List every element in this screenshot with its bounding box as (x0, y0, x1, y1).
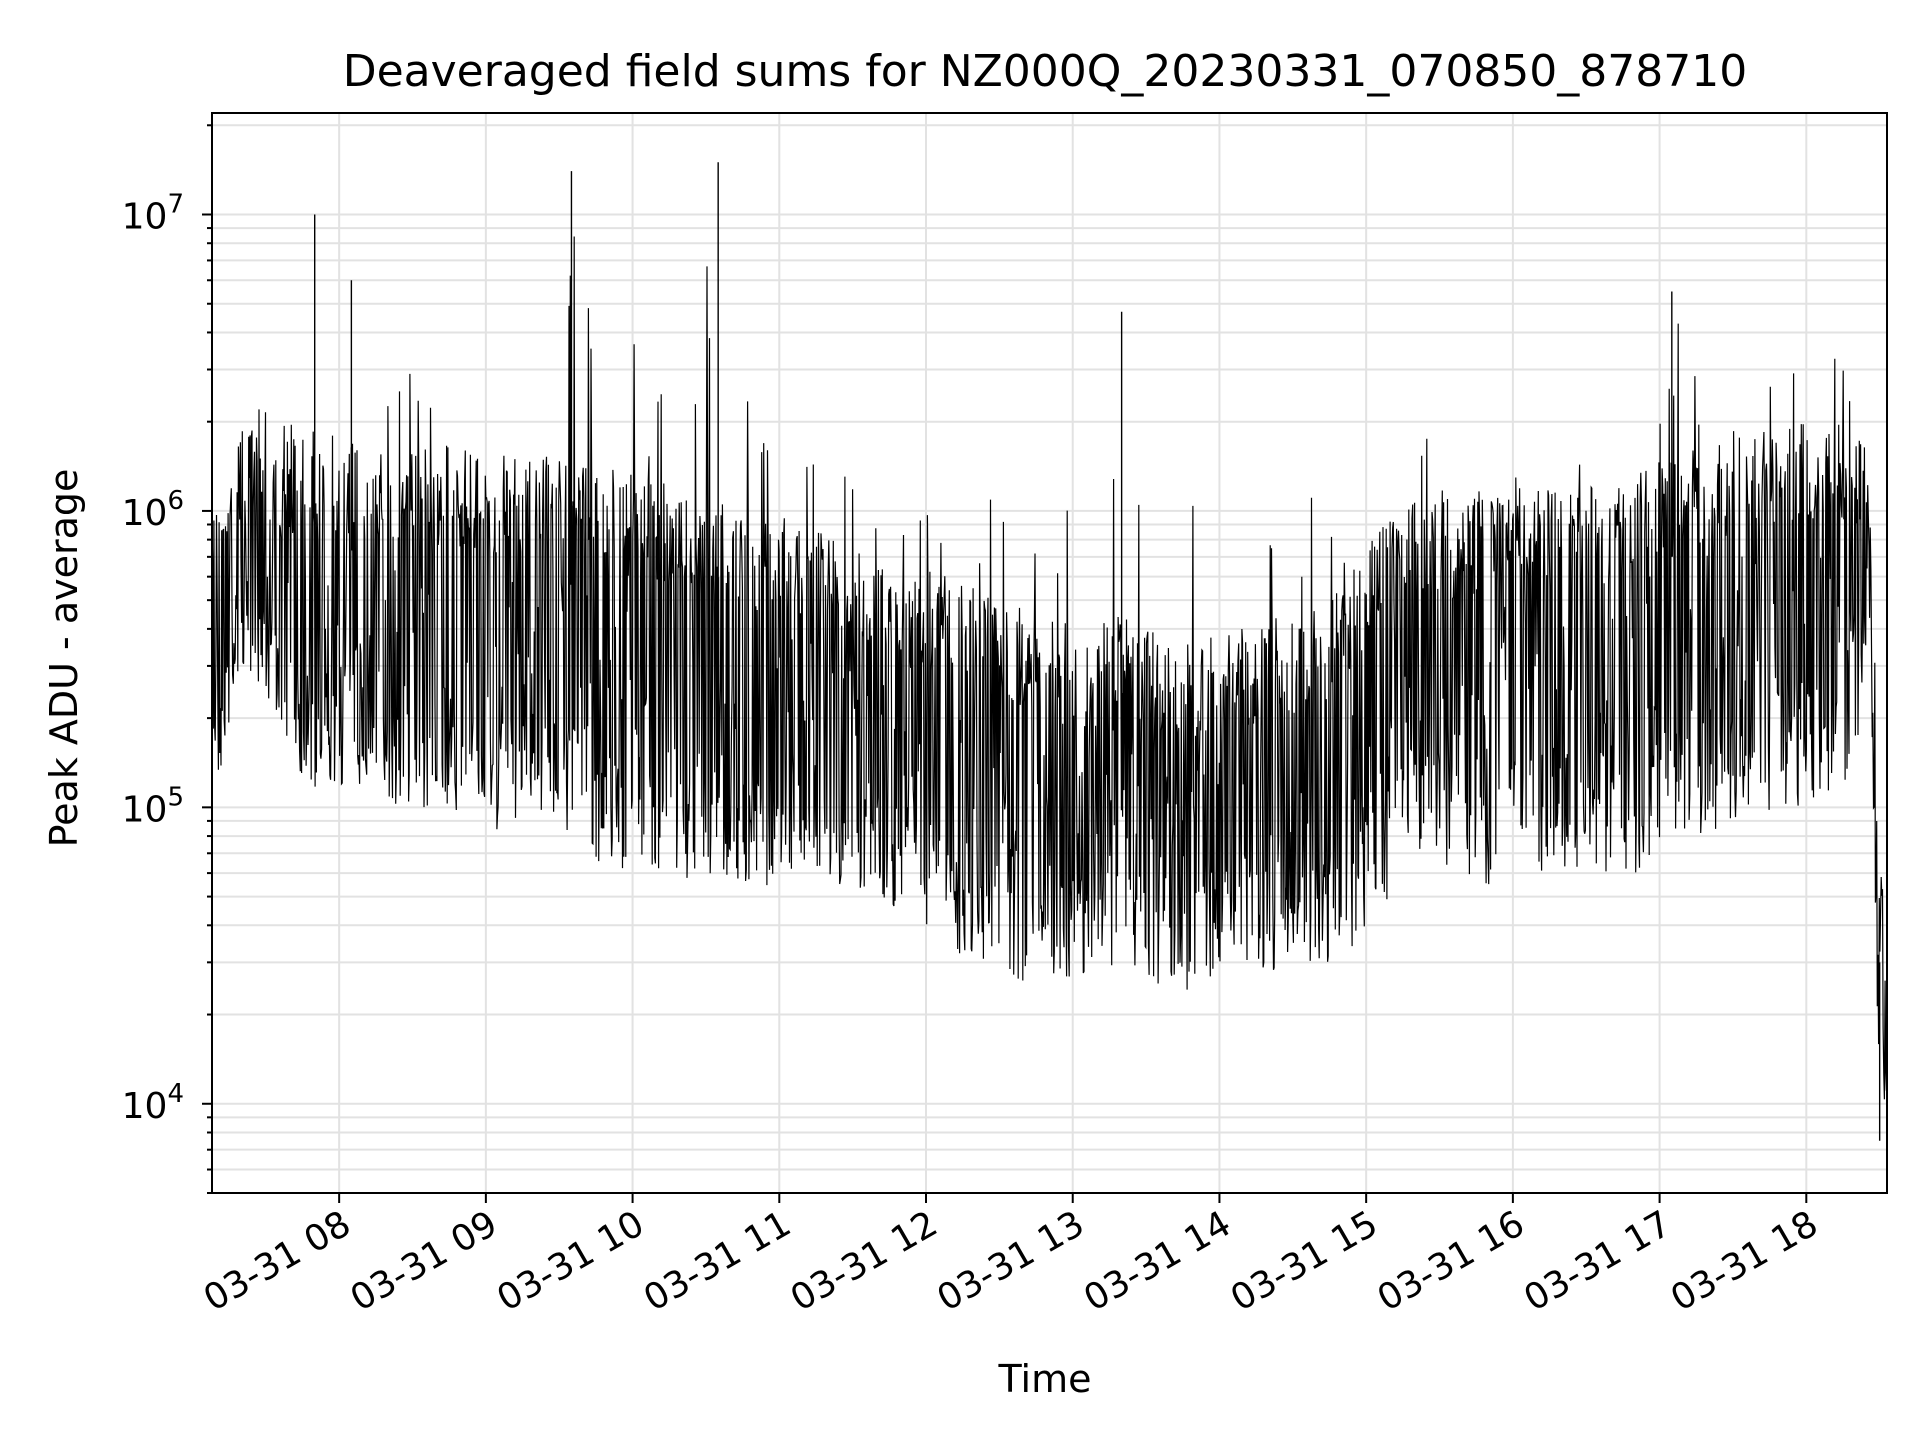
series-line-group (211, 162, 1888, 1141)
plot-frame (211, 112, 1888, 1194)
y-tick-label: 106 (122, 486, 184, 534)
x-tick-label: 03-31 09 (344, 1203, 505, 1319)
x-tick-label: 03-31 08 (197, 1203, 358, 1319)
x-axis-label: Time (998, 1357, 1092, 1401)
x-tick-label: 03-31 18 (1664, 1203, 1825, 1319)
x-tick-label: 03-31 15 (1224, 1203, 1385, 1319)
y-tick-label: 104 (122, 1079, 184, 1127)
y-axis-label: Peak ADU - average (42, 469, 86, 848)
chart-title: Deaveraged field sums for NZ000Q_2023033… (343, 46, 1748, 97)
x-tick-label: 03-31 12 (784, 1203, 945, 1319)
x-tick-label: 03-31 10 (490, 1203, 651, 1319)
x-tick-label: 03-31 17 (1517, 1203, 1678, 1319)
x-tick-label: 03-31 14 (1077, 1203, 1238, 1319)
x-tick-label: 03-31 16 (1371, 1203, 1532, 1319)
x-tick-label: 03-31 11 (637, 1203, 798, 1319)
series-line (211, 236, 1888, 1100)
y-tick-label: 105 (122, 782, 184, 830)
y-tick-label: 107 (122, 190, 184, 238)
x-tick-label: 03-31 13 (931, 1203, 1092, 1319)
